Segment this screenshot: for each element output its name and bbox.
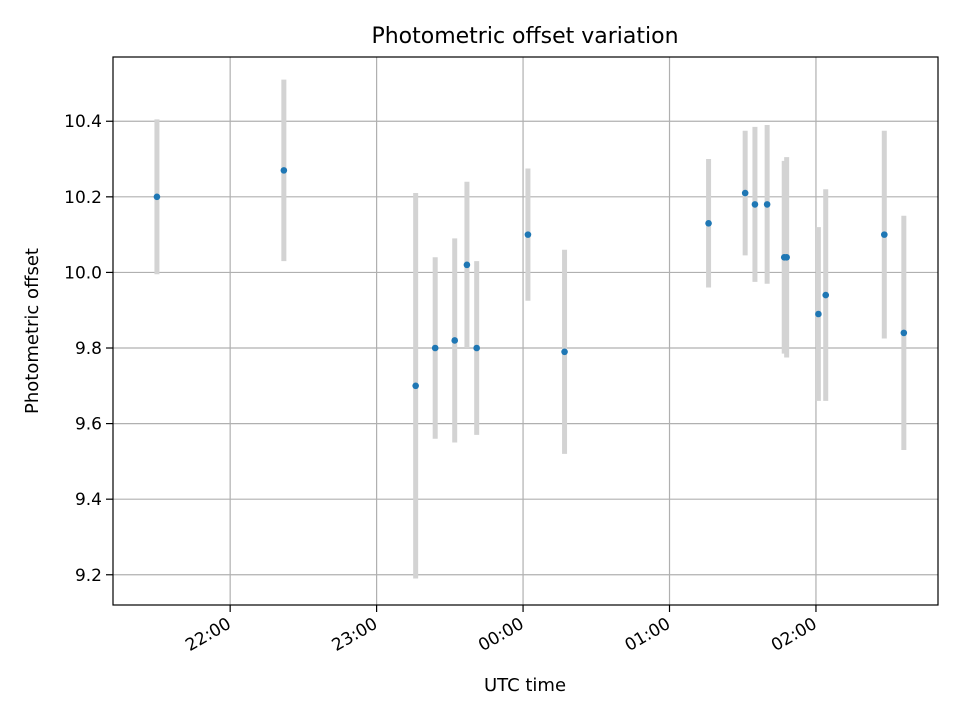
- plot-frame: [112, 56, 939, 606]
- x-axis-label: UTC time: [484, 675, 566, 696]
- y-axis-ticks: 9.2 9.4 9.6 9.8 10.0 10.2 10.4: [64, 112, 113, 586]
- data-point: [280, 167, 288, 174]
- data-point: [751, 201, 759, 208]
- data-point: [900, 329, 908, 337]
- y-tick-label: 9.4: [75, 490, 102, 510]
- data-point: [783, 254, 790, 261]
- y-tick-label: 9.6: [75, 415, 102, 435]
- data-point: [412, 382, 419, 390]
- data-point: [463, 261, 471, 269]
- data-point: [451, 337, 459, 344]
- data-point: [822, 291, 830, 299]
- data-point: [561, 348, 568, 356]
- data-point: [763, 201, 771, 208]
- data-point: [431, 344, 439, 352]
- data-point: [153, 193, 161, 201]
- data-point: [741, 189, 749, 197]
- data-point: [815, 310, 822, 318]
- data-point: [473, 344, 480, 352]
- data-point: [881, 231, 888, 238]
- y-tick-label: 9.8: [75, 339, 102, 359]
- data-point: [524, 231, 532, 238]
- data-point: [705, 219, 712, 227]
- y-tick-label: 10.2: [64, 188, 102, 208]
- y-axis-label: Photometric offset: [22, 248, 43, 414]
- y-tick-label: 10.4: [64, 112, 102, 132]
- y-tick-label: 10.0: [64, 263, 102, 283]
- y-tick-label: 9.2: [75, 566, 102, 586]
- plot-area: [113, 57, 938, 605]
- chart-title: Photometric offset variation: [371, 24, 678, 49]
- data-points: [153, 167, 908, 390]
